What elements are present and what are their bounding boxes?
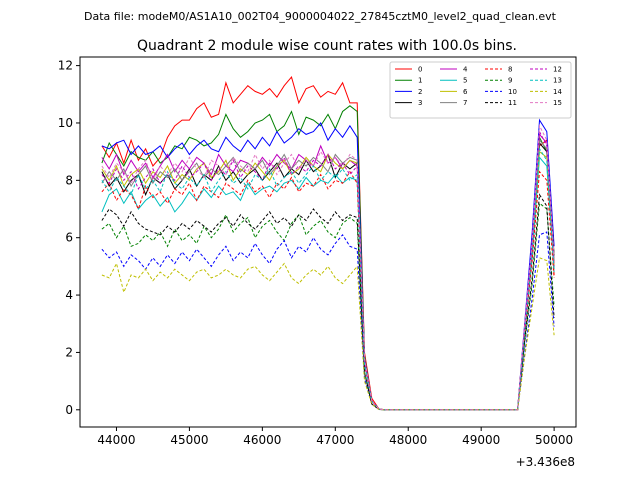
legend-label-4: 4 [463, 66, 468, 74]
legend-label-13: 13 [553, 77, 562, 85]
legend-label-2: 2 [418, 88, 422, 96]
x-tick-label: 49000 [462, 433, 500, 447]
y-tick-label: 4 [65, 288, 73, 302]
y-tick-label: 6 [65, 231, 73, 245]
legend-label-11: 11 [508, 99, 517, 107]
x-tick-label: 44000 [97, 433, 135, 447]
axes: 44000 45000 46000 47000 48000 49000 50000 0 2 4 6 8… [58, 56, 577, 447]
x-tick-label: 48000 [389, 433, 427, 447]
plot-lines [101, 76, 555, 411]
legend-label-14: 14 [553, 88, 562, 96]
x-tick-label: 47000 [316, 433, 354, 447]
series-line-8 [101, 170, 555, 411]
chart-title: Quadrant 2 module wise count rates with … [137, 38, 517, 54]
legend-label-8: 8 [508, 66, 512, 74]
series-line-15 [101, 123, 555, 411]
series-line-10 [101, 231, 555, 411]
x-axis-offset-label: +3.436e8 [516, 455, 575, 469]
y-tick-label: 10 [58, 116, 73, 130]
x-tick-label: 45000 [170, 433, 208, 447]
legend-box [389, 61, 572, 119]
series-line-14 [101, 257, 555, 411]
x-tick-label: 50000 [535, 433, 573, 447]
legend-label-5: 5 [463, 77, 467, 85]
legend-label-12: 12 [553, 66, 562, 74]
y-tick-label: 8 [65, 173, 73, 187]
legend-label-9: 9 [508, 77, 512, 85]
series-line-11 [101, 193, 555, 411]
y-tick-label: 0 [65, 403, 73, 417]
legend-label-3: 3 [418, 99, 422, 107]
legend-label-10: 10 [508, 88, 517, 96]
legend-label-6: 6 [463, 88, 468, 96]
axes-frame [79, 56, 577, 428]
legend-label-15: 15 [553, 99, 562, 107]
legend-label-7: 7 [463, 99, 467, 107]
data-file-label: Data file: modeM0/AS1A10_002T04_90000040… [84, 10, 557, 23]
y-tick-label: 12 [58, 59, 73, 73]
legend-label-0: 0 [418, 66, 422, 74]
legend-label-1: 1 [418, 77, 422, 85]
x-tick-label: 46000 [243, 433, 281, 447]
y-tick-label: 2 [65, 345, 73, 359]
